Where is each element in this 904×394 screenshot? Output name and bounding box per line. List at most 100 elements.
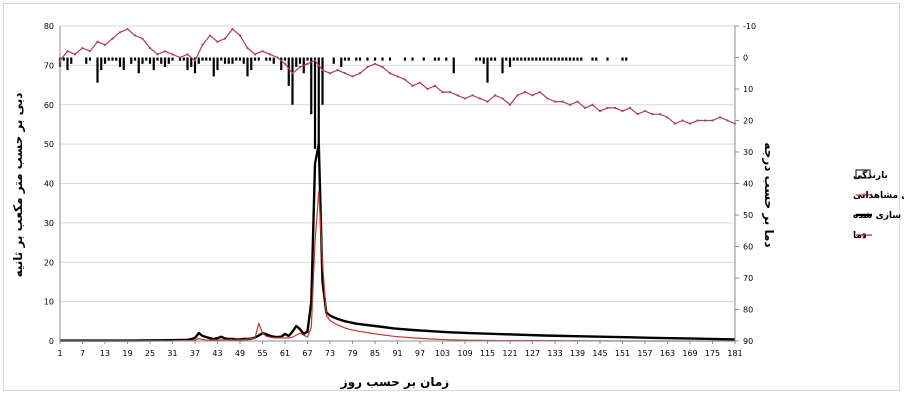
rainfall-bar — [546, 57, 549, 61]
rainfall-bar — [478, 57, 482, 61]
temperature-point — [658, 113, 662, 116]
temperature-point — [118, 31, 122, 34]
rainfall-bar — [268, 57, 272, 61]
temperature-point — [103, 43, 107, 47]
temperature-point — [223, 37, 227, 40]
temperature-point — [216, 40, 219, 43]
temperature-point — [201, 43, 204, 47]
legend-swatch-rainfall — [855, 169, 871, 179]
rainfall-bar — [306, 57, 309, 61]
rainfall-bar — [388, 57, 392, 61]
temperature-point — [516, 94, 519, 97]
temperature-point — [403, 78, 407, 81]
rainfall-bar — [100, 57, 103, 71]
rainfall-bar — [317, 57, 320, 149]
temperature-point — [96, 40, 99, 43]
rainfall-bar — [265, 57, 268, 61]
rainfall-bar — [186, 57, 189, 71]
rainfall-bar — [163, 57, 167, 67]
rainfall-bar — [580, 57, 583, 61]
x-tick-label: 151 — [615, 349, 630, 358]
temperature-point — [456, 94, 459, 97]
rainfall-bar — [115, 57, 118, 61]
rainfall-bars — [58, 57, 628, 149]
rainfall-bar — [182, 57, 185, 61]
x-tick-label: 175 — [705, 349, 720, 358]
rainfall-bar — [486, 57, 489, 83]
rainfall-bar — [340, 57, 343, 67]
temperature-point — [606, 106, 609, 109]
rainfall-bar — [66, 57, 69, 71]
y-left-tick-labels: 0 10 20 30 40 50 60 70 80 — [44, 22, 54, 346]
x-tick-label: 121 — [502, 349, 517, 358]
temperature-point — [583, 106, 587, 109]
rainfall-bar — [520, 57, 523, 61]
y-left-tick-label: 30 — [44, 219, 54, 228]
legend-label: دبی شبیه سازی شده — [853, 211, 904, 221]
rainfall-bar — [355, 57, 358, 61]
rainfall-bar — [381, 57, 384, 61]
x-tick-label: 19 — [122, 349, 132, 358]
simulated-discharge-line — [60, 142, 736, 342]
rainfall-bar — [490, 57, 493, 61]
temperature-point — [171, 53, 174, 56]
temperature-point — [411, 84, 414, 87]
rainfall-bar — [523, 57, 527, 61]
rainfall-bar — [70, 57, 73, 64]
temperature-point — [426, 87, 429, 91]
rainfall-bar — [171, 57, 174, 61]
rainfall-bar — [235, 57, 238, 61]
rainfall-bar — [411, 57, 414, 61]
rainfall-bar — [231, 57, 234, 64]
rainfall-bar — [531, 57, 534, 61]
temperature-point — [643, 109, 647, 113]
rainfall-bar — [347, 57, 350, 61]
rainfall-bar — [542, 57, 545, 61]
rainfall-bar — [156, 57, 159, 61]
x-tick-label: 31 — [167, 349, 177, 358]
y-right-tick-label: 20 — [743, 117, 753, 126]
legend-label: دبی مشاهداتی — [853, 191, 904, 201]
temperature-point — [636, 113, 639, 116]
temperature-point — [561, 100, 564, 103]
x-tick-label: 49 — [235, 349, 245, 358]
rainfall-bar — [130, 57, 133, 64]
rainfall-bar — [295, 57, 298, 67]
rainfall-bar — [576, 57, 579, 61]
rainfall-bar — [332, 57, 335, 64]
rainfall-bar — [257, 57, 260, 61]
temperature-point — [688, 122, 692, 125]
temperature-point — [358, 72, 362, 75]
temperature-point — [366, 65, 369, 69]
temperature-point — [156, 53, 159, 56]
temperature-point — [478, 97, 482, 100]
rainfall-bar — [287, 57, 290, 86]
rainfall-bar — [197, 57, 200, 64]
temperature-point — [666, 116, 669, 119]
x-tick-label: 73 — [325, 349, 335, 358]
rainfall-bar — [565, 57, 568, 61]
temperature-point — [276, 56, 279, 59]
rainfall-bar — [238, 57, 242, 61]
temperature-point — [291, 72, 294, 75]
temperature-point — [598, 109, 602, 113]
temperature-point — [433, 84, 437, 87]
temperature-point — [651, 113, 654, 116]
rainfall-bar — [205, 57, 208, 61]
rainfall-bar — [216, 57, 219, 71]
rainfall-bar — [501, 57, 504, 74]
temperature-point — [681, 119, 684, 122]
series-lines — [58, 28, 737, 342]
temperature-point — [261, 50, 264, 53]
rainfall-bar — [111, 57, 114, 61]
temperature-point — [253, 53, 257, 56]
temperature-point — [568, 103, 572, 106]
temperature-point — [73, 53, 77, 56]
rainfall-bar — [591, 57, 594, 61]
y-left-tick-label: 80 — [44, 22, 54, 31]
rainfall-bar — [193, 57, 197, 74]
rainfall-bar — [621, 57, 624, 61]
temperature-point — [673, 122, 677, 125]
x-tick-label: 85 — [370, 349, 380, 358]
temperature-point — [88, 50, 92, 53]
